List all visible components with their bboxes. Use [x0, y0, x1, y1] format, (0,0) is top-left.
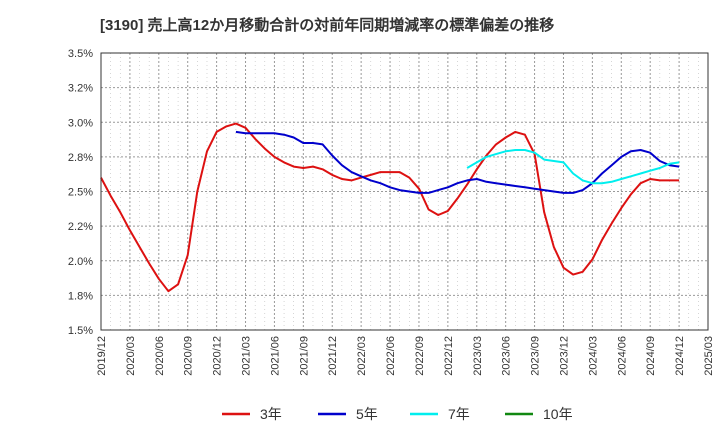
y-tick-label: 3.5%: [68, 48, 93, 60]
y-tick-label: 2.0%: [68, 256, 93, 268]
chart-title: [3190] 売上高12か月移動合計の対前年同期増減率の標準偏差の推移: [100, 16, 554, 34]
x-tick-label: 2021/09: [298, 336, 310, 376]
y-tick-label: 2.8%: [68, 152, 93, 164]
x-tick-label: 2020/09: [183, 336, 195, 376]
x-tick-labels: 2019/12 2020/03 2020/06 2020/09 2020/12 2021/…: [96, 336, 715, 376]
x-tick-label: 2023/09: [530, 336, 542, 376]
series-lines: [100, 122, 680, 293]
x-tick-label: 2023/12: [558, 336, 570, 376]
y-tick-label: 2.2%: [68, 221, 93, 233]
x-tick-label: 2022/09: [414, 336, 426, 376]
legend-label-3: 7年: [448, 406, 470, 422]
x-tick-label: 2023/03: [472, 336, 484, 376]
x-tick-label: 2022/12: [443, 336, 455, 376]
x-tick-label: 2020/03: [125, 336, 137, 376]
series-line-2: [235, 130, 680, 194]
x-tick-label: 2019/12: [96, 336, 108, 376]
legend: 3年 5年 7年 10年: [222, 406, 573, 422]
x-tick-label: 2024/03: [587, 336, 599, 376]
y-tick-label: 2.5%: [68, 187, 93, 199]
x-tick-label: 2024/06: [616, 336, 628, 376]
y-tick-label: 3.0%: [68, 117, 93, 129]
legend-label-1: 3年: [260, 406, 282, 422]
y-tick-label: 1.5%: [68, 325, 93, 337]
x-tick-label: 2021/06: [269, 336, 281, 376]
x-tick-label: 2024/12: [674, 336, 686, 376]
y-tick-labels: 1.5% 1.8% 2.0% 2.2% 2.5% 2.8% 3.0% 3.2% 3.5%: [68, 48, 93, 337]
x-tick-label: 2025/03: [703, 336, 715, 376]
x-tick-label: 2022/06: [385, 336, 397, 376]
plot-frame: [100, 52, 709, 331]
x-tick-label: 2023/06: [501, 336, 513, 376]
x-tick-label: 2024/09: [645, 336, 657, 376]
y-tick-label: 1.8%: [68, 290, 93, 302]
x-tick-label: 2021/03: [241, 336, 253, 376]
x-tick-label: 2021/12: [327, 336, 339, 376]
series-line-1: [100, 122, 680, 293]
y-tick-label: 3.2%: [68, 83, 93, 95]
legend-label-4: 10年: [543, 406, 573, 422]
series-line-3: [466, 149, 680, 185]
x-tick-label: 2020/06: [154, 336, 166, 376]
legend-label-2: 5年: [356, 406, 378, 422]
x-tick-label: 2020/12: [212, 336, 224, 376]
x-tick-label: 2022/03: [356, 336, 368, 376]
